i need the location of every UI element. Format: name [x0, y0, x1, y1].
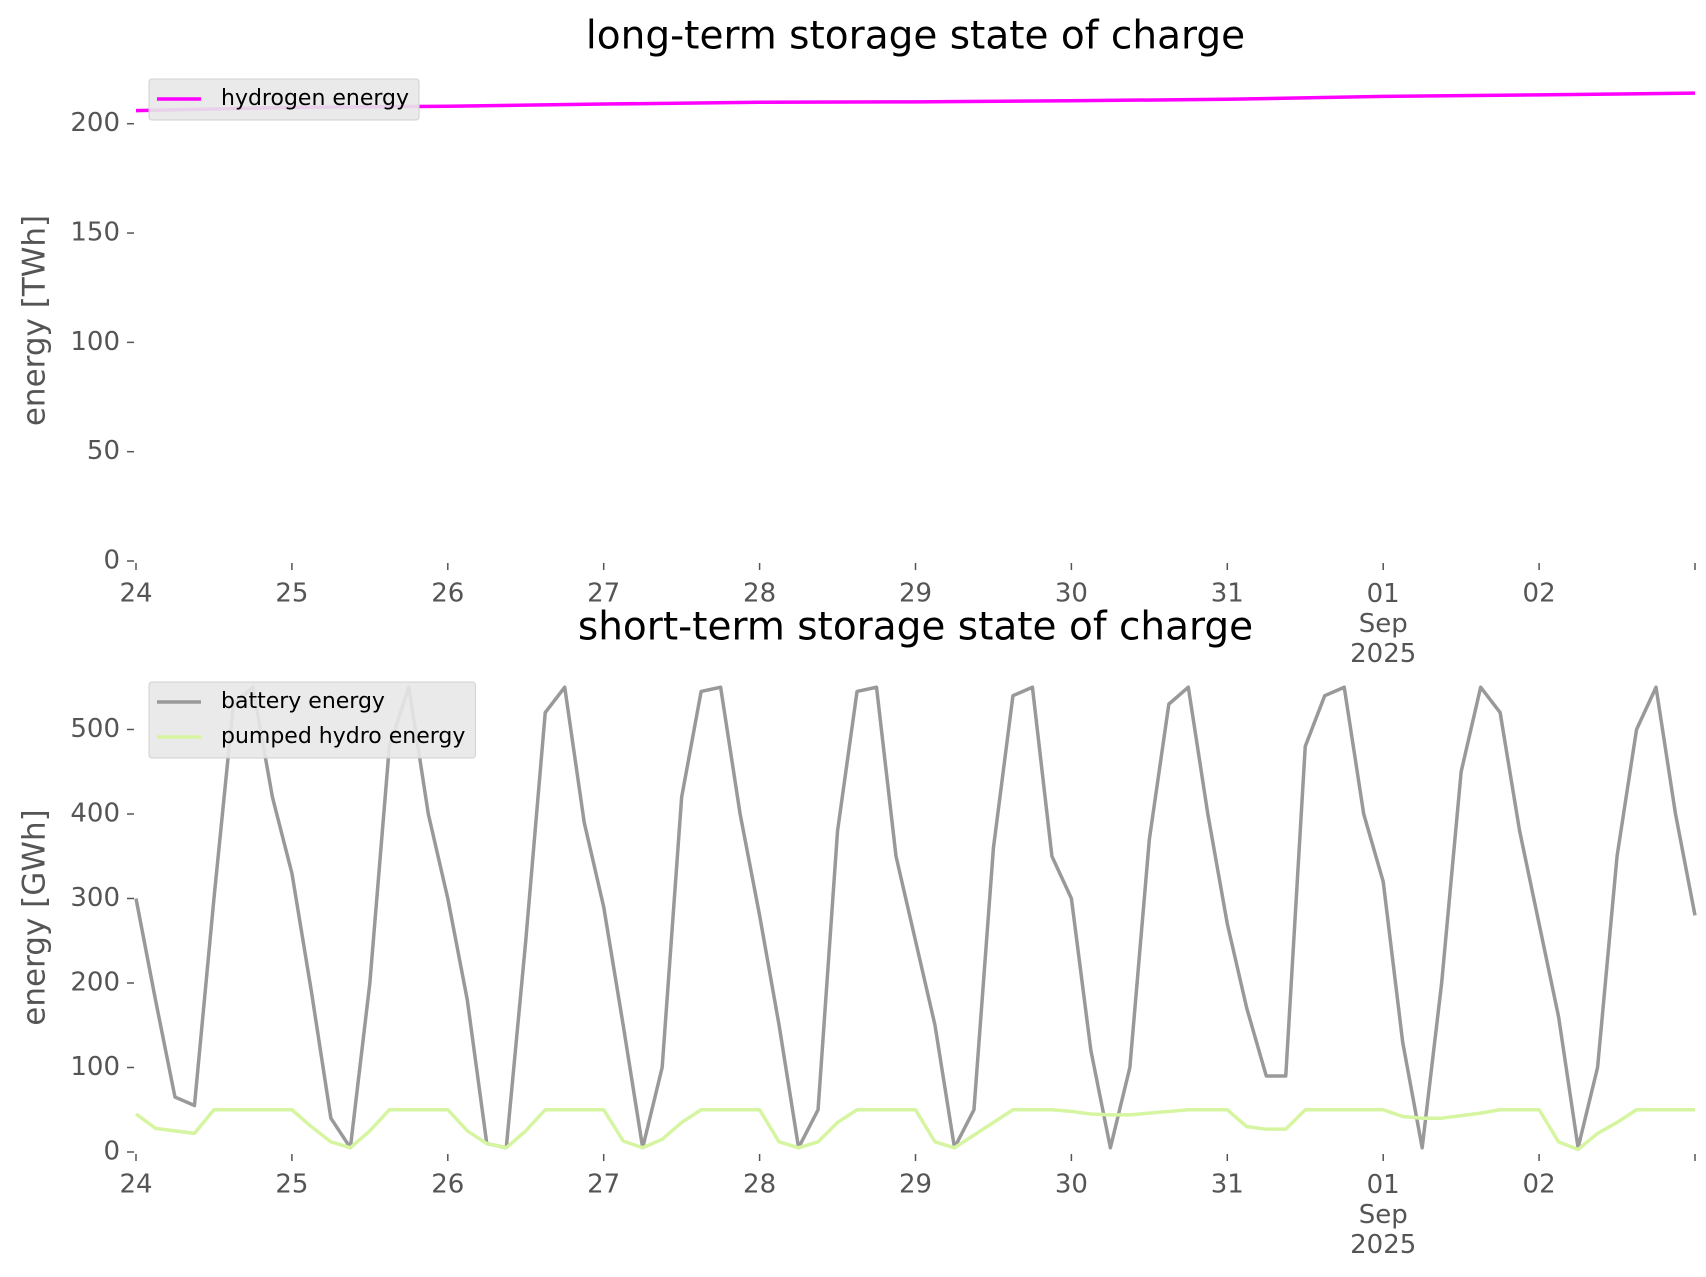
- y-tick-label: 100: [70, 1052, 120, 1082]
- y-tick-label: 0: [103, 546, 120, 576]
- x-tick-label: 28: [743, 1170, 776, 1200]
- x-tick-label: 24: [119, 1170, 152, 1200]
- x-tick-label: 02: [1523, 579, 1556, 609]
- x-tick-label: 27: [587, 1170, 620, 1200]
- y-tick-label: 150: [70, 218, 120, 248]
- y-tick-label: 200: [70, 108, 120, 138]
- x-tick-label: 31: [1211, 579, 1244, 609]
- x-tick-label: 01 Sep 2025: [1350, 579, 1416, 669]
- x-tick-label: 28: [743, 579, 776, 609]
- x-tick-label: 30: [1055, 579, 1088, 609]
- y-tick-label: 200: [70, 967, 120, 997]
- legend: hydrogen energy: [148, 78, 420, 121]
- y-axis-label: energy [TWh]: [17, 215, 53, 426]
- legend-box: [148, 78, 420, 121]
- x-tick-label: 29: [899, 1170, 932, 1200]
- y-tick-label: 100: [70, 327, 120, 357]
- x-tick-label: 30: [1055, 1170, 1088, 1200]
- legend-label: pumped hydro energy: [221, 724, 465, 749]
- x-tick-label: 26: [431, 579, 464, 609]
- x-tick-label: 31: [1211, 1170, 1244, 1200]
- y-axis-label: energy [GWh]: [17, 809, 53, 1025]
- x-tick-label: 25: [275, 1170, 308, 1200]
- x-tick-label: 02: [1523, 1170, 1556, 1200]
- series-line: [134, 1108, 1695, 1152]
- y-tick-label: 400: [70, 798, 120, 828]
- x-tick-label: 27: [587, 579, 620, 609]
- x-tick-label: 26: [431, 1170, 464, 1200]
- x-tick-label: 25: [275, 579, 308, 609]
- y-tick-label: 50: [87, 436, 120, 466]
- chart-title: long-term storage state of charge: [586, 14, 1245, 59]
- legend-label: battery energy: [221, 689, 385, 714]
- y-tick-label: 300: [70, 883, 120, 913]
- y-tick-label: 500: [70, 714, 120, 744]
- legend: battery energy pumped hydro energy: [148, 681, 476, 759]
- chart-title: short-term storage state of charge: [578, 605, 1253, 650]
- x-tick-label: 29: [899, 579, 932, 609]
- x-tick-label: 01 Sep 2025: [1350, 1170, 1416, 1260]
- x-tick-label: 24: [119, 579, 152, 609]
- legend-label: hydrogen energy: [221, 86, 409, 111]
- y-tick-label: 0: [103, 1137, 120, 1167]
- legend-box: [148, 681, 476, 759]
